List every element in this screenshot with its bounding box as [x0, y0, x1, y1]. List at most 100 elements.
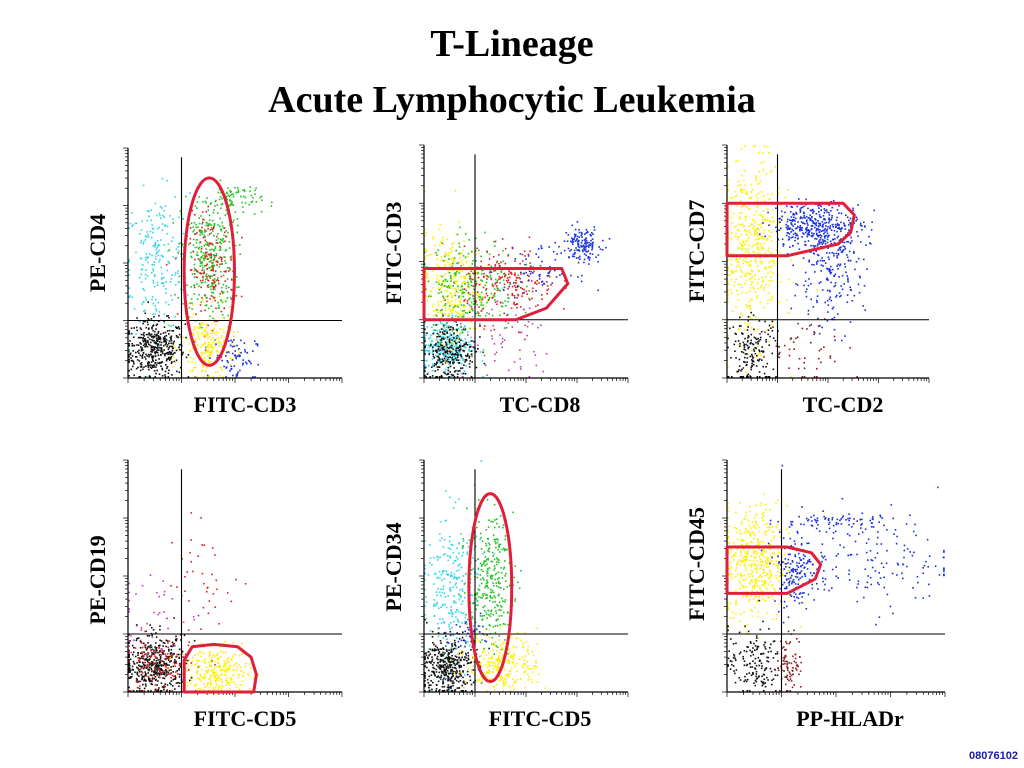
event-dot: [164, 354, 166, 357]
event-dot: [471, 263, 473, 265]
event-dot: [742, 376, 744, 378]
event-dot: [432, 329, 435, 331]
event-dot: [136, 662, 138, 664]
event-dot: [185, 336, 187, 339]
event-dot: [160, 348, 163, 351]
event-dot: [840, 221, 842, 224]
event-dot: [163, 322, 166, 324]
event-dot: [137, 681, 139, 683]
event-dot: [181, 289, 183, 291]
event-dot: [474, 302, 477, 305]
event-dot: [798, 248, 801, 250]
event-dot: [205, 254, 208, 257]
event-dot: [511, 247, 514, 250]
event-dot: [460, 259, 463, 262]
event-dot: [519, 349, 521, 351]
event-dot: [472, 270, 475, 272]
event-dot: [198, 338, 201, 340]
event-dot: [214, 245, 217, 248]
event-dot: [156, 344, 159, 346]
event-dot: [158, 337, 161, 339]
event-dot: [143, 366, 145, 368]
event-dot: [780, 227, 782, 230]
event-dot: [470, 278, 473, 280]
event-dot: [439, 335, 441, 338]
event-dot: [235, 295, 237, 297]
event-dot: [225, 270, 227, 272]
event-dot: [189, 192, 191, 194]
event-dot: [181, 243, 184, 245]
event-dot: [488, 298, 490, 300]
event-dot: [229, 363, 232, 366]
event-dot: [213, 296, 216, 299]
event-dot: [491, 308, 493, 311]
event-dot: [510, 271, 513, 274]
event-dot: [197, 226, 199, 228]
event-dot: [470, 270, 472, 272]
event-dot: [207, 244, 209, 246]
event-dot: [868, 235, 870, 238]
event-dot: [769, 220, 771, 223]
event-dot: [576, 235, 579, 238]
event-dot: [146, 210, 149, 212]
event-dot: [847, 280, 849, 283]
event-dot: [864, 309, 866, 311]
event-dot: [446, 356, 449, 358]
event-dot: [803, 284, 805, 287]
event-dot: [440, 311, 442, 314]
event-dot: [241, 236, 243, 239]
event-dot: [759, 336, 762, 339]
event-dot: [448, 314, 450, 317]
event-dot: [556, 253, 558, 255]
event-dot: [768, 261, 770, 264]
event-dot: [738, 325, 741, 327]
event-dot: [747, 248, 749, 251]
event-dot: [520, 271, 522, 274]
event-dot: [153, 246, 156, 248]
event-dot: [164, 340, 167, 342]
event-dot: [456, 337, 458, 339]
event-dot: [442, 243, 444, 245]
event-dot: [459, 322, 462, 325]
event-dot: [491, 337, 494, 340]
event-dot: [225, 355, 227, 357]
event-dot: [541, 280, 544, 283]
event-dot: [797, 221, 799, 223]
event-dot: [739, 200, 742, 202]
event-dot: [752, 281, 754, 283]
event-dot: [521, 288, 524, 290]
event-dot: [459, 353, 462, 356]
event-dot: [485, 292, 488, 295]
event-dot: [464, 277, 467, 280]
event-dot: [225, 366, 228, 368]
event-dot: [186, 659, 189, 662]
event-dot: [135, 222, 138, 224]
event-dot: [148, 635, 151, 637]
event-dot: [494, 269, 497, 272]
event-dot: [466, 344, 469, 346]
event-dot: [799, 208, 801, 211]
event-dot: [737, 239, 739, 241]
event-dot: [230, 200, 232, 202]
event-dot: [474, 269, 477, 272]
event-dot: [493, 328, 496, 331]
event-dot: [459, 331, 461, 334]
event-dot: [472, 327, 475, 329]
event-dot: [154, 255, 157, 258]
event-dot: [798, 226, 801, 229]
event-dot: [574, 235, 576, 237]
event-dot: [239, 355, 241, 357]
event-dot: [436, 336, 438, 338]
event-dot: [495, 285, 498, 287]
event-dot: [763, 372, 766, 375]
event-dot: [165, 364, 167, 366]
event-dot: [220, 258, 223, 260]
event-dot: [231, 279, 233, 281]
event-dot: [150, 236, 153, 239]
event-dot: [792, 341, 795, 343]
event-dot: [457, 339, 459, 341]
event-dot: [204, 229, 206, 231]
event-dot: [128, 259, 130, 261]
event-dot: [130, 357, 132, 359]
event-dot: [803, 216, 805, 219]
